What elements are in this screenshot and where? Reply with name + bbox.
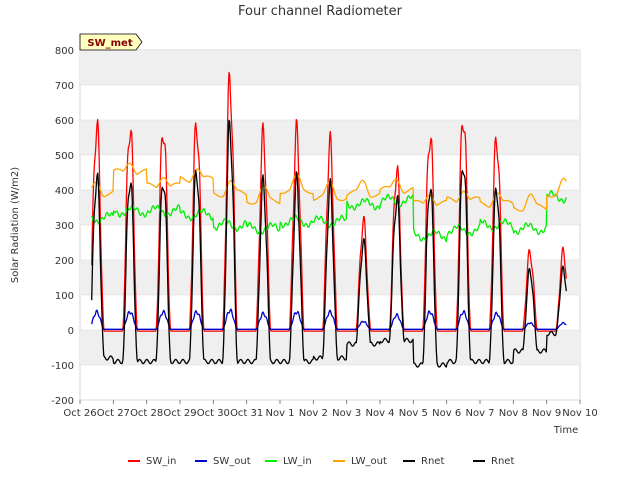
x-tick-label: Nov 8 <box>499 408 528 419</box>
series-lw-in <box>91 190 567 243</box>
grid-band <box>80 260 580 295</box>
x-tick-label: Oct 28 <box>130 408 163 419</box>
y-tick-label: 0 <box>68 326 74 337</box>
x-tick-label: Nov 10 <box>562 408 597 419</box>
x-tick-label: Nov 2 <box>299 408 328 419</box>
chart-title: Four channel Radiometer <box>238 4 403 19</box>
legend-label: LW_out <box>351 456 387 467</box>
legend-label: SW_out <box>213 456 251 467</box>
x-tick-label: Oct 26 <box>63 408 96 419</box>
series-lines <box>91 71 567 368</box>
y-tick-label: 500 <box>55 151 74 162</box>
y-tick-label: 800 <box>55 46 74 57</box>
y-tick-label: 100 <box>55 291 74 302</box>
series-rnet <box>91 119 567 368</box>
x-tick-label: Oct 31 <box>230 408 263 419</box>
series-lw-out <box>91 162 567 212</box>
badge-shape <box>79 33 143 51</box>
x-tick-label: Nov 4 <box>365 408 394 419</box>
y-tick-label: 700 <box>55 81 74 92</box>
sw-met-badge: SW_met <box>79 33 143 51</box>
x-tick-label: Oct 29 <box>163 408 196 419</box>
y-tick-label: 200 <box>55 256 74 267</box>
legend-label: Rnet <box>421 456 444 467</box>
y-axis-ticks: -200 -100 0 100 200 300 400 500 600 700 800 <box>51 46 74 407</box>
x-tick-label: Nov 1 <box>265 408 294 419</box>
x-tick-label: Nov 7 <box>465 408 494 419</box>
x-axis-ticks: Oct 26 Oct 27 Oct 28 Oct 29 Oct 30 Oct 31 Nov … <box>63 400 598 419</box>
y-tick-label: 300 <box>55 221 74 232</box>
x-tick-label: Nov 9 <box>532 408 561 419</box>
x-tick-label: Oct 27 <box>97 408 130 419</box>
grid-band <box>80 50 580 85</box>
x-axis-label: Time <box>553 425 578 436</box>
legend-label: Rnet <box>491 456 514 467</box>
y-tick-label: -200 <box>51 396 74 407</box>
y-tick-label: -100 <box>51 361 74 372</box>
legend: SW_in SW_out LW_in LW_out Rnet Rnet <box>128 456 514 467</box>
y-tick-label: 600 <box>55 116 74 127</box>
series-sw-out <box>91 308 567 330</box>
legend-label: SW_in <box>146 456 176 467</box>
legend-label: LW_in <box>283 456 312 467</box>
series-sw-in <box>91 71 567 332</box>
badge-label: SW_met <box>87 38 132 49</box>
x-tick-label: Nov 6 <box>432 408 461 419</box>
x-tick-label: Oct 30 <box>197 408 230 419</box>
x-tick-label: Nov 3 <box>332 408 361 419</box>
grid-band <box>80 330 580 365</box>
x-tick-label: Nov 5 <box>399 408 428 419</box>
y-tick-label: 400 <box>55 186 74 197</box>
y-axis-label: Solar Radiation (W/m2) <box>10 167 21 283</box>
